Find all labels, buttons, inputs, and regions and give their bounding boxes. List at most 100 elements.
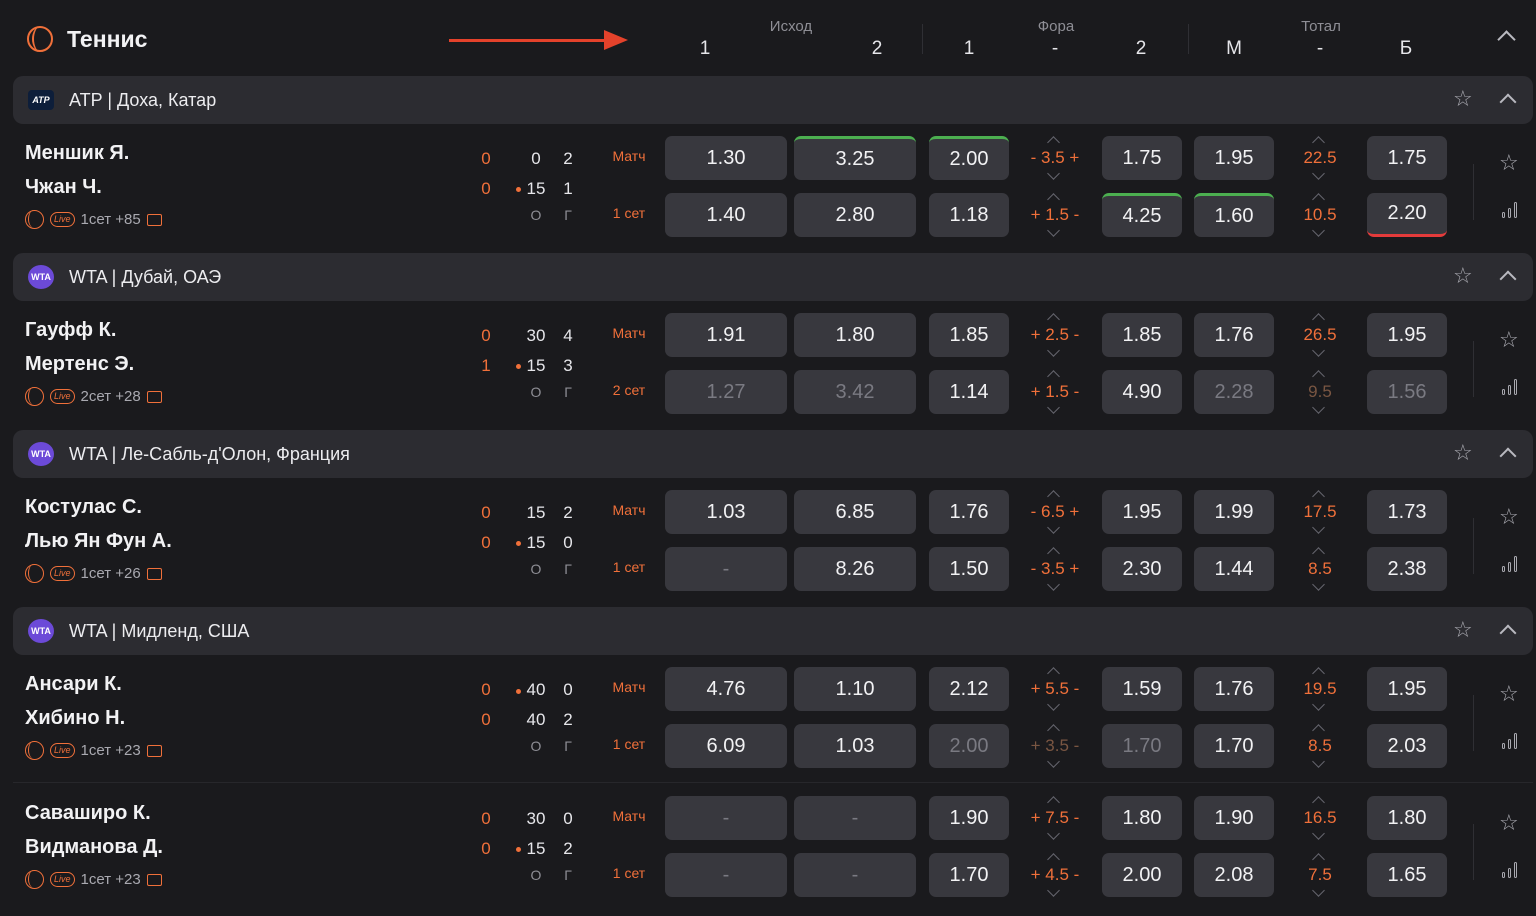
odds-button[interactable]: 2.03	[1367, 724, 1447, 768]
chevron-down-icon[interactable]	[1312, 344, 1325, 357]
chevron-down-icon[interactable]	[1312, 401, 1325, 414]
odds-button[interactable]: 4.25	[1102, 193, 1182, 237]
player-1-name[interactable]: Меншик Я.	[25, 142, 130, 164]
odds-button[interactable]: 2.28	[1194, 370, 1274, 414]
odds-button[interactable]: 2.38	[1367, 547, 1447, 591]
odds-button[interactable]: 1.70	[929, 853, 1009, 897]
tv-stream-icon[interactable]	[146, 213, 162, 226]
odds-button[interactable]: 1.10	[794, 667, 916, 711]
chevron-up-icon[interactable]	[1312, 136, 1325, 149]
league-header[interactable]: WTA WTA | Дубай, ОАЭ ☆	[13, 253, 1533, 301]
match-row[interactable]: Гауфф К. Мертенс Э. Live 2сет +28 0 1 30 15 4 3 О Г…	[13, 301, 1533, 429]
match-row[interactable]: Ансари К. Хибино Н. Live 1сет +23 0 0 40 40 0 2 О Г…	[13, 655, 1533, 783]
player-1-name[interactable]: Гауфф К.	[25, 319, 117, 341]
odds-button[interactable]: 1.95	[1367, 313, 1447, 357]
chevron-up-icon[interactable]	[1047, 547, 1060, 560]
chevron-down-icon[interactable]	[1047, 755, 1060, 768]
chevron-down-icon[interactable]	[1047, 521, 1060, 534]
chevron-up-icon[interactable]	[1047, 370, 1060, 383]
odds-button[interactable]: -	[794, 853, 916, 897]
chevron-down-icon[interactable]	[1047, 578, 1060, 591]
chevron-up-icon[interactable]	[1047, 667, 1060, 680]
chevron-up-icon[interactable]	[1312, 724, 1325, 737]
league-header[interactable]: WTA WTA | Ле-Сабль-д'Олон, Франция ☆	[13, 430, 1533, 478]
odds-button[interactable]: 1.91	[665, 313, 787, 357]
favorite-star-icon[interactable]: ☆	[1453, 263, 1473, 288]
odds-button[interactable]: 6.85	[794, 490, 916, 534]
odds-button[interactable]: 1.75	[1367, 136, 1447, 180]
chevron-down-icon[interactable]	[1047, 344, 1060, 357]
odds-button[interactable]: 1.56	[1367, 370, 1447, 414]
chevron-down-icon[interactable]	[1047, 167, 1060, 180]
favorite-star-icon[interactable]: ☆	[1453, 617, 1473, 642]
odds-button[interactable]: 2.00	[929, 136, 1009, 180]
odds-button[interactable]: 1.80	[1102, 796, 1182, 840]
chevron-down-icon[interactable]	[1312, 755, 1325, 768]
odds-button[interactable]: 1.85	[1102, 313, 1182, 357]
tv-stream-icon[interactable]	[146, 873, 162, 886]
odds-button[interactable]: 1.90	[1194, 796, 1274, 840]
chevron-up-icon[interactable]	[1047, 490, 1060, 503]
odds-button[interactable]: 1.75	[1102, 136, 1182, 180]
tv-stream-icon[interactable]	[146, 744, 162, 757]
odds-button[interactable]: 1.76	[929, 490, 1009, 534]
odds-button[interactable]: 2.80	[794, 193, 916, 237]
odds-button[interactable]: 3.25	[794, 136, 916, 180]
match-row[interactable]: Саваширо К. Видманова Д. Live 1сет +23 0 0 30 1…	[13, 784, 1533, 912]
odds-button[interactable]: 2.00	[929, 724, 1009, 768]
odds-button[interactable]: 1.03	[794, 724, 916, 768]
chevron-up-icon[interactable]	[1047, 853, 1060, 866]
chevron-up-icon[interactable]	[1047, 136, 1060, 149]
odds-button[interactable]: 2.08	[1194, 853, 1274, 897]
chevron-up-icon[interactable]	[1312, 193, 1325, 206]
stats-bars-icon[interactable]	[1502, 377, 1520, 395]
odds-button[interactable]: 2.00	[1102, 853, 1182, 897]
odds-button[interactable]: 1.99	[1194, 490, 1274, 534]
chevron-up-icon[interactable]	[1312, 796, 1325, 809]
league-header[interactable]: ATP ATP | Доха, Катар ☆	[13, 76, 1533, 124]
league-header[interactable]: WTA WTA | Мидленд, США ☆	[13, 607, 1533, 655]
chevron-down-icon[interactable]	[1312, 224, 1325, 237]
odds-button[interactable]: -	[665, 796, 787, 840]
odds-button[interactable]: 1.50	[929, 547, 1009, 591]
stats-bars-icon[interactable]	[1502, 200, 1520, 218]
chevron-down-icon[interactable]	[1047, 224, 1060, 237]
favorite-star-icon[interactable]: ☆	[1453, 86, 1473, 111]
odds-button[interactable]: 1.14	[929, 370, 1009, 414]
tv-stream-icon[interactable]	[146, 567, 162, 580]
odds-button[interactable]: 1.59	[1102, 667, 1182, 711]
player-1-name[interactable]: Костулас С.	[25, 496, 142, 518]
chevron-down-icon[interactable]	[1047, 698, 1060, 711]
chevron-up-icon[interactable]	[1312, 547, 1325, 560]
chevron-up-icon[interactable]	[1312, 313, 1325, 326]
odds-button[interactable]: 1.18	[929, 193, 1009, 237]
odds-button[interactable]: 1.76	[1194, 667, 1274, 711]
odds-button[interactable]: 1.65	[1367, 853, 1447, 897]
odds-button[interactable]: 1.73	[1367, 490, 1447, 534]
chevron-down-icon[interactable]	[1047, 401, 1060, 414]
match-row[interactable]: Меншик Я. Чжан Ч. Live 1сет +85 0 0 0 15 2 1 О Г Мат…	[13, 124, 1533, 252]
odds-button[interactable]: 4.76	[665, 667, 787, 711]
odds-button[interactable]: 1.90	[929, 796, 1009, 840]
chevron-down-icon[interactable]	[1047, 884, 1060, 897]
odds-button[interactable]: 1.95	[1367, 667, 1447, 711]
odds-button[interactable]: 1.85	[929, 313, 1009, 357]
player-1-name[interactable]: Саваширо К.	[25, 802, 151, 824]
chevron-up-icon[interactable]	[1047, 796, 1060, 809]
chevron-down-icon[interactable]	[1312, 167, 1325, 180]
odds-button[interactable]: 1.03	[665, 490, 787, 534]
odds-button[interactable]: 1.60	[1194, 193, 1274, 237]
player-2-name[interactable]: Мертенс Э.	[25, 353, 135, 375]
odds-button[interactable]: 2.30	[1102, 547, 1182, 591]
player-2-name[interactable]: Чжан Ч.	[25, 176, 102, 198]
chevron-up-icon[interactable]	[1047, 313, 1060, 326]
odds-button[interactable]: 1.95	[1102, 490, 1182, 534]
chevron-up-icon[interactable]	[1047, 724, 1060, 737]
player-2-name[interactable]: Видманова Д.	[25, 836, 163, 858]
odds-button[interactable]: 8.26	[794, 547, 916, 591]
odds-button[interactable]: 1.95	[1194, 136, 1274, 180]
favorite-star-icon[interactable]: ☆	[1499, 681, 1519, 706]
collapse-chevron-icon[interactable]	[1499, 624, 1517, 642]
favorite-star-icon[interactable]: ☆	[1499, 150, 1519, 175]
chevron-down-icon[interactable]	[1312, 578, 1325, 591]
